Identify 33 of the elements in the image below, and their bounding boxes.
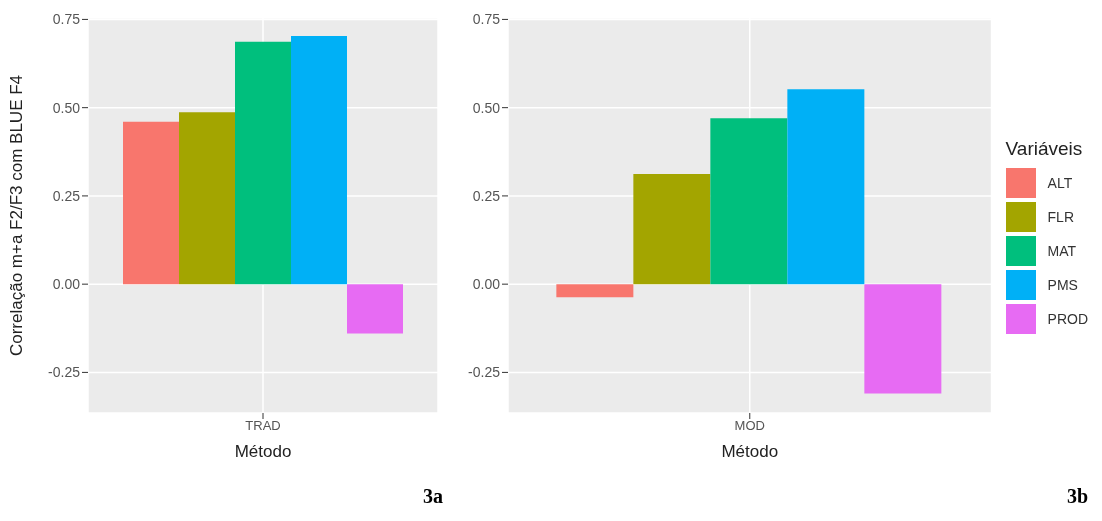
y-tick-label: -0.25 — [468, 364, 501, 381]
y-axis-title: Correlação m+a F2/F3 com BLUE F4 — [7, 74, 27, 357]
y-tick-label: 0.75 — [52, 11, 81, 28]
bar — [787, 89, 865, 285]
bar — [864, 284, 942, 394]
x-tick-label: TRAD — [245, 418, 281, 434]
y-tick-label: 0.00 — [52, 276, 81, 293]
bar — [633, 174, 711, 285]
bar — [556, 284, 634, 298]
text: 3b — [1066, 485, 1088, 508]
bar — [123, 121, 179, 285]
y-tick-label: 0.50 — [472, 99, 501, 116]
y-tick-label: 0.50 — [52, 99, 81, 116]
legend-label: PMS — [1047, 277, 1078, 293]
y-tick-label: 0.25 — [52, 187, 81, 204]
bar — [179, 112, 235, 285]
y-tick-label: 0.00 — [472, 276, 501, 293]
bar — [347, 284, 403, 334]
x-axis-title: Método — [721, 442, 779, 461]
y-tick-label: 0.25 — [472, 187, 501, 204]
text: 3a — [423, 485, 443, 508]
x-axis-title: Método — [234, 442, 292, 461]
bar — [710, 118, 788, 285]
legend-label: FLR — [1047, 209, 1074, 225]
bar — [235, 41, 291, 285]
y-tick-label: -0.25 — [48, 364, 81, 381]
legend-label: MAT — [1047, 243, 1077, 259]
y-tick-label: 0.75 — [472, 11, 501, 28]
x-tick-label: MOD — [734, 418, 765, 434]
legend-title: Variáveis — [1005, 138, 1084, 160]
legend-label: ALT — [1047, 175, 1073, 191]
bar — [291, 36, 347, 285]
legend-label: PROD — [1047, 311, 1088, 327]
